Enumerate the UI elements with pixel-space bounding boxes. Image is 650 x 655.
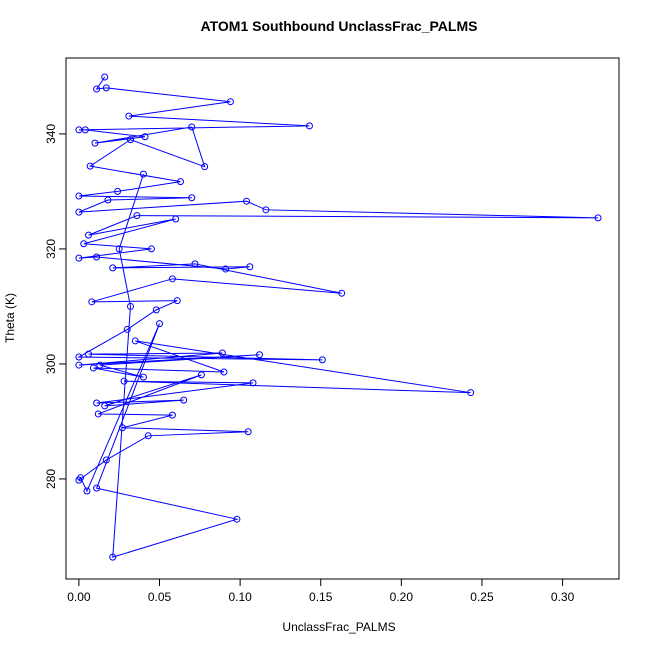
- data-point: [131, 337, 139, 345]
- data-point: [133, 212, 141, 220]
- data-point: [188, 123, 196, 131]
- data-point: [226, 98, 234, 106]
- data-point: [191, 260, 199, 268]
- x-tick-label: 0.00: [67, 590, 91, 604]
- data-point: [147, 245, 155, 253]
- data-point: [80, 240, 88, 248]
- data-point: [338, 289, 346, 297]
- data-point: [81, 126, 89, 134]
- data-point: [102, 84, 110, 92]
- data-point: [220, 368, 228, 376]
- data-point: [104, 196, 112, 204]
- data-point: [123, 325, 131, 333]
- data-point: [101, 402, 109, 410]
- data-point: [168, 275, 176, 283]
- y-tick-label: 280: [44, 469, 58, 489]
- data-point: [101, 73, 109, 81]
- data-point: [93, 484, 101, 492]
- data-point: [467, 389, 475, 397]
- data-point: [246, 263, 254, 271]
- x-tick-label: 0.25: [470, 590, 494, 604]
- data-point: [139, 170, 147, 178]
- y-tick-label: 320: [44, 239, 58, 259]
- data-point: [115, 245, 123, 253]
- data-point: [109, 553, 117, 561]
- data-point: [201, 163, 209, 171]
- data-point: [91, 139, 99, 147]
- data-point: [141, 133, 149, 141]
- data-point: [89, 364, 97, 372]
- data-point: [114, 187, 122, 195]
- data-point: [594, 214, 602, 222]
- y-axis-label: Theta (K): [3, 293, 17, 343]
- data-point: [86, 162, 94, 170]
- x-axis-label: UnclassFrac_PALMS: [282, 620, 395, 634]
- data-point: [168, 411, 176, 419]
- data-point: [75, 192, 83, 200]
- data-point: [305, 122, 313, 130]
- data-point: [244, 428, 252, 436]
- data-point: [75, 208, 83, 216]
- y-tick-label: 300: [44, 354, 58, 374]
- x-tick-label: 0.10: [228, 590, 252, 604]
- data-point: [262, 206, 270, 214]
- data-point: [173, 297, 181, 305]
- data-point: [88, 298, 96, 306]
- x-tick-label: 0.05: [148, 590, 172, 604]
- x-tick-label: 0.20: [390, 590, 414, 604]
- chart-title: ATOM1 Southbound UnclassFrac_PALMS: [201, 18, 478, 34]
- data-point: [144, 432, 152, 440]
- x-tick-label: 0.15: [309, 590, 333, 604]
- data-point: [93, 399, 101, 407]
- data-point: [75, 254, 83, 262]
- data-point: [188, 194, 196, 202]
- data-point: [243, 197, 251, 205]
- data-point: [255, 351, 263, 359]
- data-point: [75, 361, 83, 369]
- data-point: [172, 215, 180, 223]
- data-point: [102, 456, 110, 464]
- data-point: [94, 410, 102, 418]
- data-point: [85, 231, 93, 239]
- data-point: [197, 371, 205, 379]
- data-point: [93, 253, 101, 261]
- data-point: [96, 361, 104, 369]
- data-point: [218, 349, 226, 357]
- x-tick-label: 0.30: [551, 590, 575, 604]
- data-point: [109, 264, 117, 272]
- data-point: [222, 265, 230, 273]
- data-point: [120, 377, 128, 385]
- data-point: [118, 424, 126, 432]
- plot-frame: [65, 57, 620, 580]
- data-point: [156, 320, 164, 328]
- data-point: [93, 85, 101, 93]
- data-point: [125, 112, 133, 120]
- data-line: [77, 76, 599, 558]
- data-point: [139, 373, 147, 381]
- data-point: [83, 487, 91, 495]
- data-point: [77, 474, 85, 482]
- data-point: [75, 353, 83, 361]
- data-point: [85, 350, 93, 358]
- data-point: [126, 136, 134, 144]
- data-point: [152, 306, 160, 314]
- data-point: [126, 302, 134, 310]
- y-tick-label: 340: [44, 124, 58, 144]
- data-point: [176, 178, 184, 186]
- data-point: [318, 356, 326, 364]
- data-point: [249, 379, 257, 387]
- data-point: [233, 515, 241, 523]
- data-point: [180, 396, 188, 404]
